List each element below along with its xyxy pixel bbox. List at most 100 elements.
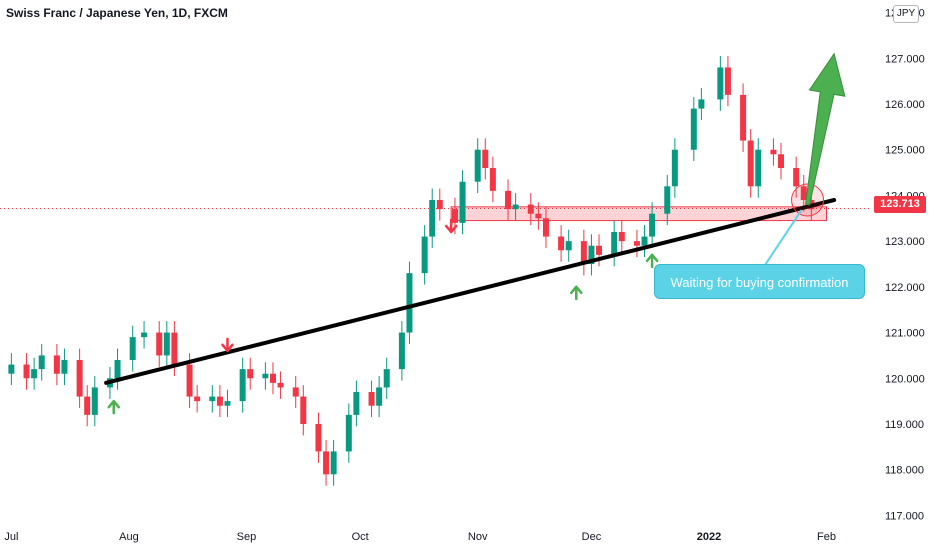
candle-body <box>53 355 60 374</box>
candle-body <box>383 369 390 388</box>
candle-body <box>368 392 375 406</box>
y-tick-label: 126.000 <box>885 99 925 111</box>
candle-body <box>671 149 678 187</box>
candle-body <box>649 213 656 237</box>
candle-body <box>489 168 496 191</box>
candle-body <box>618 232 625 242</box>
candle-body <box>330 451 337 475</box>
candle-body <box>690 108 697 150</box>
x-tick-label: Oct <box>352 531 369 543</box>
last-price-tag: 123.713 <box>874 196 926 213</box>
candle-body <box>588 245 595 264</box>
candle-body <box>194 396 201 402</box>
candle-body <box>406 273 413 333</box>
candle-body <box>482 149 489 168</box>
x-tick-label: Sep <box>237 531 257 543</box>
trend-line <box>104 198 837 385</box>
x-tick-label: 2022 <box>697 531 721 543</box>
candle-body <box>23 364 30 379</box>
candle-body <box>76 360 83 397</box>
candle-body <box>565 241 572 251</box>
candle-body <box>323 451 330 475</box>
candle-body <box>717 67 724 100</box>
y-tick-label: 117.000 <box>885 510 924 522</box>
candle-body <box>315 424 322 452</box>
candle-body <box>580 241 587 264</box>
y-tick-label: 125.000 <box>885 145 925 157</box>
candle-body <box>91 387 98 415</box>
y-tick-label: 122.000 <box>885 282 925 294</box>
up-signal-arrow <box>645 253 659 269</box>
candle-body <box>436 200 443 210</box>
candle-body <box>84 396 91 415</box>
y-tick-label: 123.000 <box>885 236 925 248</box>
support-zone <box>450 206 828 222</box>
candle-body <box>429 200 436 237</box>
y-tick-label: 121.000 <box>885 328 925 340</box>
candle-body <box>459 181 466 223</box>
candle-body <box>345 414 352 452</box>
candle-body <box>171 332 178 365</box>
callout-connector <box>764 209 803 266</box>
candle-body <box>596 245 603 255</box>
candle-body <box>664 186 671 214</box>
y-tick-label: 120.000 <box>885 373 925 385</box>
target-arrow <box>805 52 846 206</box>
x-tick-label: Aug <box>119 531 139 543</box>
candle-body <box>542 218 549 237</box>
candle-body <box>376 387 383 406</box>
candle-body <box>698 99 705 109</box>
candle-body <box>247 369 254 379</box>
candle-body <box>505 190 512 210</box>
buying-confirmation-callout: Waiting for buying confirmation <box>654 264 865 299</box>
candle-body <box>770 149 777 155</box>
candle-body <box>633 241 640 246</box>
candle-body <box>755 149 762 187</box>
candle-body <box>186 364 193 397</box>
up-signal-arrow <box>570 285 583 301</box>
x-tick-label: Dec <box>582 531 602 543</box>
candle-body <box>277 382 284 388</box>
candle-body <box>239 369 246 402</box>
candle-body <box>724 67 731 95</box>
candle-body <box>8 364 15 374</box>
candle-body <box>353 392 360 415</box>
candle-body <box>141 332 148 338</box>
candle-body <box>292 387 299 397</box>
candle-body <box>558 236 565 251</box>
candle-body <box>269 373 276 383</box>
down-signal-arrow <box>444 218 458 234</box>
candle-body <box>778 154 785 168</box>
up-signal-arrow <box>107 399 120 415</box>
candle-body <box>216 396 223 406</box>
candle-body <box>611 232 618 255</box>
candle-body <box>156 332 163 356</box>
x-tick-label: Jul <box>4 531 18 543</box>
candle-body <box>535 213 542 219</box>
candle-body <box>421 236 428 274</box>
candle-body <box>740 94 747 141</box>
candle-body <box>398 332 405 370</box>
y-tick-label: 118.000 <box>885 465 924 477</box>
candle-body <box>209 396 216 402</box>
candle-body <box>129 337 136 360</box>
candle-body <box>512 204 519 210</box>
candle-body <box>224 401 231 406</box>
candle-body <box>163 332 170 356</box>
candle-body <box>262 373 269 379</box>
candle-body <box>527 204 534 214</box>
chart-title: Swiss Franc / Japanese Yen, 1D, FXCM <box>6 6 228 20</box>
candle-body <box>793 168 800 187</box>
y-tick-label: 127.000 <box>885 53 925 65</box>
x-tick-label: Feb <box>817 531 836 543</box>
candle-body <box>300 396 307 424</box>
candle-body <box>451 209 458 223</box>
candle-body <box>747 140 754 187</box>
candle-body <box>114 360 121 379</box>
candle-body <box>31 369 38 379</box>
x-tick-label: Nov <box>468 531 488 543</box>
currency-badge[interactable]: JPY <box>893 5 919 23</box>
candle-body <box>641 236 648 246</box>
